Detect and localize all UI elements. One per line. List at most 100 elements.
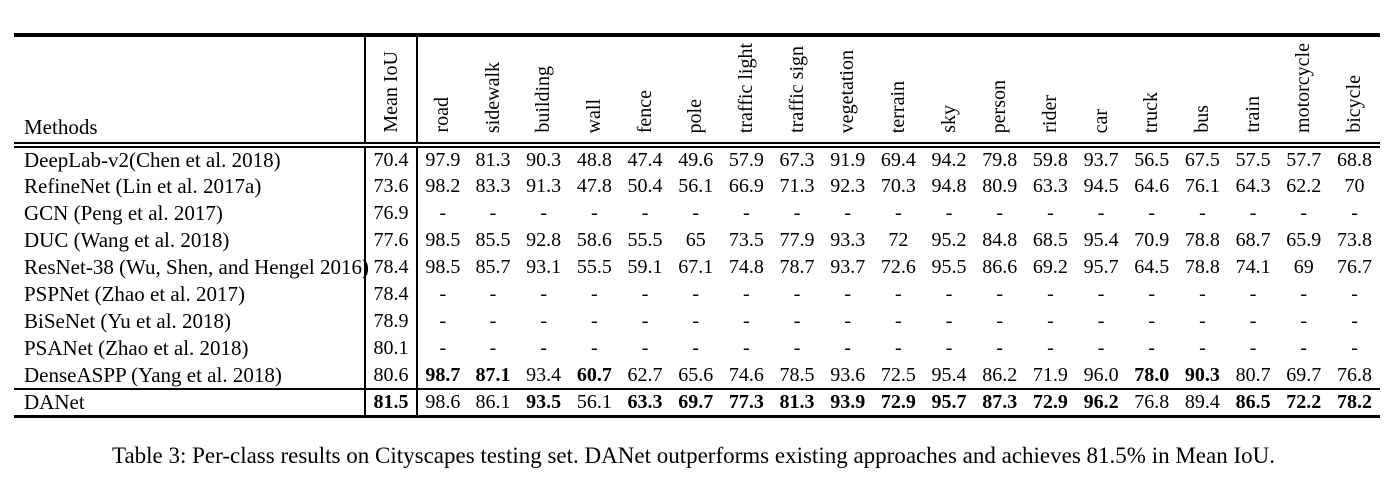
value-cell-building: - <box>540 283 548 305</box>
value-cell-truck: 70.9 <box>1134 229 1170 251</box>
value-cell-bus: - <box>1199 202 1206 224</box>
rotated-class-label: pole <box>684 98 707 133</box>
value-cell-pole: 49.6 <box>678 149 714 171</box>
rotated-class-label: sidewalk <box>481 61 504 133</box>
value-cell-traffic-light: - <box>743 283 750 305</box>
value-cell-fence: 62.7 <box>627 363 663 386</box>
method-name-cell: PSANet (Zhao et al. 2018) <box>14 335 366 362</box>
value-cell-bus: - <box>1199 283 1206 305</box>
value-cell-terrain: 72.6 <box>880 256 916 278</box>
value-cell-wall: 47.8 <box>576 175 612 197</box>
value-cell-wall: 55.5 <box>576 256 612 278</box>
header-row: Methods Mean IoU road sidewalk building wal… <box>14 35 1380 148</box>
value-cell-terrain: - <box>895 283 902 305</box>
table-row: PSPNet (Zhao et al. 2017) 78.4- - - - - - - - - - -… <box>14 281 1380 308</box>
value-cell-traffic-light: - <box>743 310 750 332</box>
value-cell-building: 90.3 <box>526 149 562 171</box>
value-cell-car: 96.2 <box>1075 388 1127 417</box>
method-name-cell: RefineNet (Lin et al. 2017a) <box>14 173 366 200</box>
value-cell-train: - <box>1249 202 1257 224</box>
value-cell-vegetation: 93.3 <box>830 229 866 251</box>
value-cell-pole: - <box>692 283 700 305</box>
column-header-building: building <box>518 35 570 148</box>
mean-iou-rotated-label: Mean IoU <box>379 51 402 133</box>
value-cell-terrain: 72 <box>888 229 909 251</box>
value-cell-person: - <box>996 283 1004 305</box>
value-cell-wall: - <box>591 202 598 224</box>
value-cell-train: - <box>1249 283 1257 305</box>
rotated-class-label: train <box>1241 96 1264 133</box>
value-cell-traffic-sign: - <box>793 202 801 224</box>
results-table: Methods Mean IoU road sidewalk building wal… <box>14 33 1380 418</box>
value-cell-train: 57.5 <box>1235 149 1271 171</box>
column-header-bus: bus <box>1177 35 1228 148</box>
value-cell-truck: 64.5 <box>1134 256 1170 278</box>
value-cell-person: 86.2 <box>982 363 1018 386</box>
value-cell-terrain: - <box>895 337 902 359</box>
value-cell-motorcycle: 65.9 <box>1286 229 1322 251</box>
column-header-sky: sky <box>923 35 975 148</box>
mean-iou-cell: 78.4 <box>365 254 418 281</box>
value-cell-train: - <box>1249 310 1257 332</box>
value-cell-motorcycle: 57.7 <box>1286 149 1322 171</box>
value-cell-pole: 65 <box>685 229 706 251</box>
value-cell-truck: 76.8 <box>1126 388 1178 417</box>
value-cell-bus: 78.8 <box>1184 256 1220 278</box>
column-header-car: car <box>1075 35 1127 148</box>
column-header-traffic-light: traffic light <box>721 35 772 148</box>
value-cell-car: 95.4 <box>1083 229 1119 251</box>
value-cell-terrain: - <box>895 310 902 332</box>
value-cell-building: - <box>540 337 548 359</box>
value-cell-rider: 71.9 <box>1032 363 1068 386</box>
value-cell-person: 86.6 <box>982 256 1018 278</box>
column-header-wall: wall <box>569 35 620 148</box>
value-cell-fence: 63.3 <box>619 388 671 417</box>
column-header-person: person <box>974 35 1026 148</box>
mean-iou-cell: 77.6 <box>365 227 418 254</box>
value-cell-traffic-sign: 81.3 <box>771 388 823 417</box>
rotated-class-label: motorcycle <box>1292 43 1315 133</box>
value-cell-road: - <box>439 202 447 224</box>
value-cell-vegetation: - <box>844 202 852 224</box>
value-cell-person: 80.9 <box>982 175 1018 197</box>
value-cell-sidewalk: 81.3 <box>475 149 511 171</box>
column-header-truck: truck <box>1126 35 1178 148</box>
column-header-motorcycle: motorcycle <box>1278 35 1330 148</box>
value-cell-sidewalk: - <box>489 283 497 305</box>
value-cell-motorcycle: - <box>1300 310 1308 332</box>
value-cell-pole: - <box>692 202 700 224</box>
value-cell-car: - <box>1097 202 1105 224</box>
column-header-traffic-sign: traffic sign <box>771 35 823 148</box>
value-cell-truck: 78.0 <box>1134 363 1170 386</box>
value-cell-road: 98.5 <box>425 229 461 251</box>
value-cell-bicycle: 68.8 <box>1337 149 1373 171</box>
value-cell-fence: 47.4 <box>627 149 663 171</box>
value-cell-fence: - <box>641 202 649 224</box>
rotated-class-label: wall <box>582 98 605 133</box>
value-cell-traffic-sign: 78.7 <box>779 256 815 278</box>
value-cell-car: 94.5 <box>1083 175 1119 197</box>
value-cell-traffic-light: 77.3 <box>721 388 772 417</box>
value-cell-wall: 56.1 <box>569 388 620 417</box>
value-cell-person: 87.3 <box>974 388 1026 417</box>
mean-iou-cell: 78.9 <box>365 308 418 335</box>
value-cell-truck: - <box>1148 283 1156 305</box>
value-cell-train: - <box>1249 337 1257 359</box>
value-cell-pole: 69.7 <box>670 388 722 417</box>
table-row: DenseASPP (Yang et al. 2018) 80.6 98.7 87.1… <box>14 362 1380 389</box>
value-cell-rider: 72.9 <box>1025 388 1076 417</box>
value-cell-person: 79.8 <box>982 149 1018 171</box>
value-cell-sidewalk: - <box>489 202 497 224</box>
value-cell-bicycle: - <box>1351 337 1358 359</box>
value-cell-motorcycle: 69.7 <box>1286 363 1322 386</box>
table-row: PSANet (Zhao et al. 2018) 80.1- - - - - - - - - - -… <box>14 335 1380 362</box>
table-container: Methods Mean IoU road sidewalk building wal… <box>14 33 1380 418</box>
mean-iou-cell: 73.6 <box>365 173 418 200</box>
value-cell-truck: 56.5 <box>1134 149 1170 171</box>
value-cell-wall: - <box>591 310 598 332</box>
value-cell-building: 92.8 <box>526 229 562 251</box>
value-cell-wall: 60.7 <box>576 363 612 386</box>
value-cell-traffic-sign: - <box>793 283 801 305</box>
value-cell-motorcycle: 69 <box>1293 256 1314 278</box>
table-row: DANet 81.5 98.6 86.1 93.5 56.1 63.3 69.7 77.3 81.… <box>14 388 1380 417</box>
